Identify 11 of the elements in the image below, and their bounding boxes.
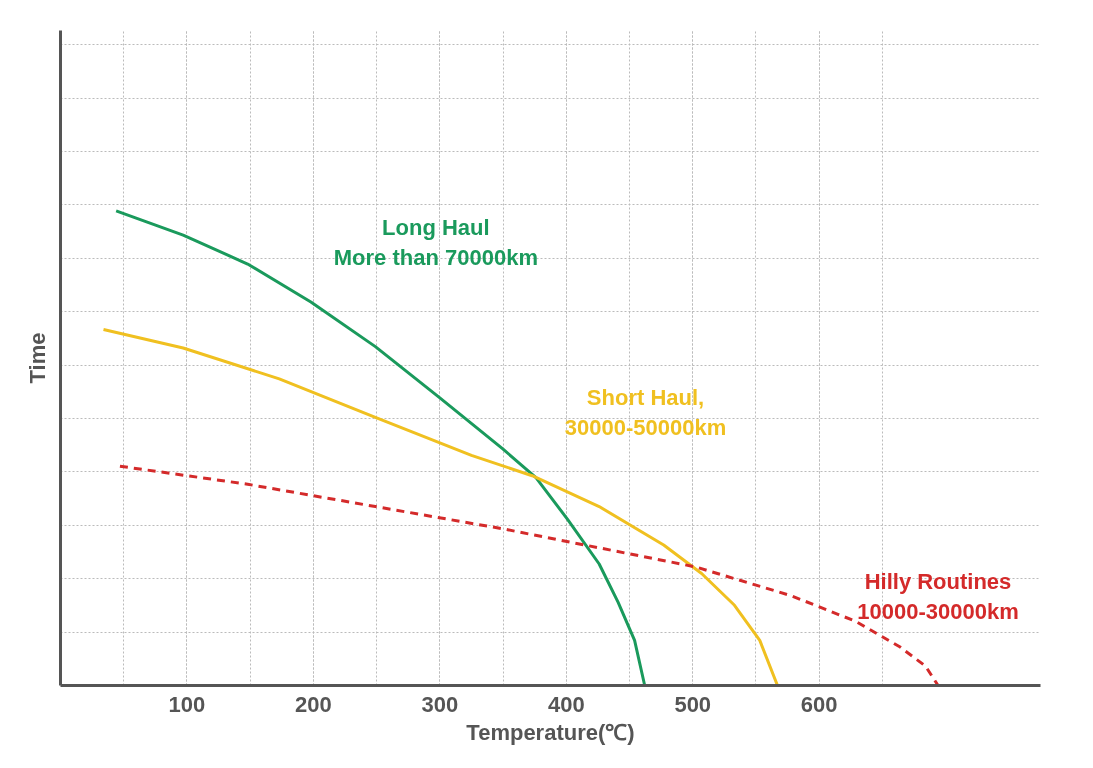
- x-tick-label: 300: [421, 691, 459, 717]
- series-label: Long Haul More than 70000km: [333, 215, 538, 271]
- x-tick-label: 600: [800, 691, 838, 717]
- x-axis-title: Temperature(℃): [466, 719, 635, 745]
- x-tick-label: 500: [674, 691, 712, 717]
- x-tick-label: 400: [547, 691, 585, 717]
- text: Short Haul, 30000-50000km: [564, 385, 727, 441]
- x-tick-label: 200: [295, 691, 332, 717]
- series-label: Hilly Routines 10000-30000km: [857, 568, 1019, 624]
- x-tick-label: 100: [168, 691, 206, 717]
- y-axis-title: Time: [24, 332, 50, 384]
